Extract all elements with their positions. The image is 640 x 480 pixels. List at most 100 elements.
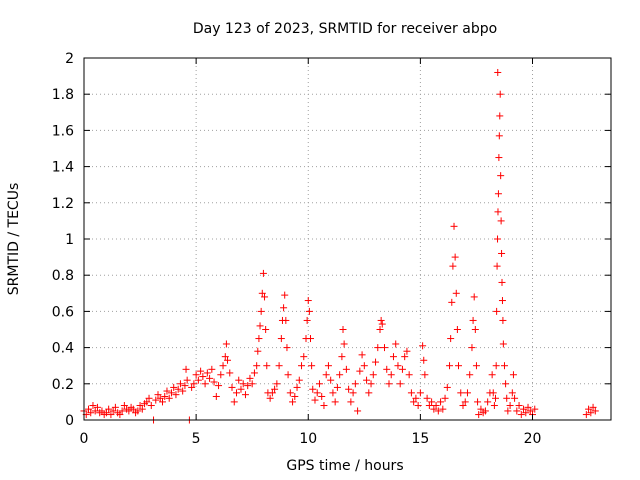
data-point — [125, 407, 133, 415]
data-point — [452, 289, 460, 297]
data-point — [309, 385, 317, 393]
data-point — [259, 269, 267, 277]
data-point — [504, 407, 512, 415]
data-point — [349, 389, 357, 397]
data-point — [457, 389, 465, 397]
data-point — [340, 340, 348, 348]
data-point — [520, 405, 528, 413]
data-point — [377, 316, 385, 324]
data-point — [208, 365, 216, 373]
data-point — [345, 385, 353, 393]
data-point — [116, 411, 124, 419]
data-point — [494, 190, 502, 198]
y-tick-label: 0.4 — [52, 341, 74, 357]
data-point — [425, 402, 433, 410]
data-point — [306, 335, 314, 343]
data-point — [466, 371, 474, 379]
data-point — [217, 371, 225, 379]
data-point — [461, 398, 469, 406]
data-point — [215, 382, 223, 390]
data-point — [298, 362, 306, 370]
data-point — [262, 326, 270, 333]
data-point — [111, 403, 119, 411]
data-point — [286, 389, 294, 397]
data-point — [448, 298, 456, 306]
data-point — [230, 398, 238, 406]
data-point — [134, 407, 142, 415]
data-point — [481, 407, 489, 415]
data-point — [430, 405, 438, 413]
data-point — [494, 68, 502, 76]
chart-title: Day 123 of 2023, SRMTID for receiver abp… — [193, 21, 497, 37]
data-point — [181, 382, 189, 390]
data-point — [250, 369, 258, 377]
data-point — [439, 405, 447, 413]
data-point — [87, 409, 95, 417]
data-point — [188, 383, 196, 391]
data-point — [394, 362, 402, 370]
data-point — [469, 316, 477, 324]
data-point — [136, 402, 144, 410]
data-point — [161, 392, 169, 400]
data-point — [239, 380, 247, 388]
data-point — [118, 407, 126, 415]
y-tick-label: 1 — [65, 232, 74, 248]
data-point — [273, 380, 281, 388]
y-tick-label: 0.8 — [52, 268, 74, 284]
data-point — [489, 389, 497, 397]
data-point — [163, 387, 171, 395]
data-point — [524, 403, 532, 411]
data-point — [468, 344, 476, 352]
data-point — [365, 389, 373, 397]
data-point — [339, 326, 347, 333]
data-point — [587, 409, 595, 417]
data-point — [109, 407, 117, 415]
data-point — [147, 402, 155, 410]
data-point — [403, 347, 411, 355]
data-point — [498, 297, 506, 305]
data-point — [300, 353, 308, 361]
data-point — [477, 405, 485, 413]
data-point — [266, 394, 274, 402]
data-point — [421, 371, 429, 379]
y-tick-label: 0.2 — [52, 377, 74, 393]
data-point — [455, 362, 463, 370]
data-point — [89, 402, 97, 410]
data-point — [254, 347, 262, 355]
data-point — [107, 411, 115, 419]
data-point — [261, 293, 269, 301]
data-point — [414, 402, 422, 410]
data-point — [441, 394, 449, 402]
data-point — [493, 262, 501, 270]
data-point — [152, 396, 160, 404]
data-point — [303, 316, 311, 324]
data-point — [354, 407, 362, 415]
data-points — [80, 68, 599, 424]
data-point — [324, 362, 332, 370]
y-axis-label: SRMTID / TECUs — [6, 183, 22, 296]
data-point — [522, 409, 530, 417]
data-point — [221, 353, 229, 361]
data-point — [493, 307, 501, 315]
data-point — [170, 383, 178, 391]
data-point — [322, 371, 330, 379]
data-point — [515, 402, 523, 410]
data-point — [289, 398, 297, 406]
data-point — [385, 380, 393, 388]
data-point — [154, 391, 162, 399]
data-point — [179, 387, 187, 395]
data-point — [212, 392, 220, 400]
data-point — [446, 362, 454, 370]
data-point — [172, 391, 180, 399]
data-point — [474, 398, 482, 406]
data-point — [257, 307, 265, 315]
data-point — [176, 380, 184, 388]
data-point — [282, 316, 290, 324]
data-point — [498, 278, 506, 286]
x-tick-label: 20 — [524, 431, 542, 447]
x-tick-label: 10 — [299, 431, 317, 447]
y-axis-ticks: 0 0.2 0.4 0.6 0.8 1 1.2 1.4 1.6 1.8 2 — [52, 51, 611, 429]
data-point — [91, 407, 99, 415]
data-point — [492, 394, 500, 402]
data-point — [165, 394, 173, 402]
